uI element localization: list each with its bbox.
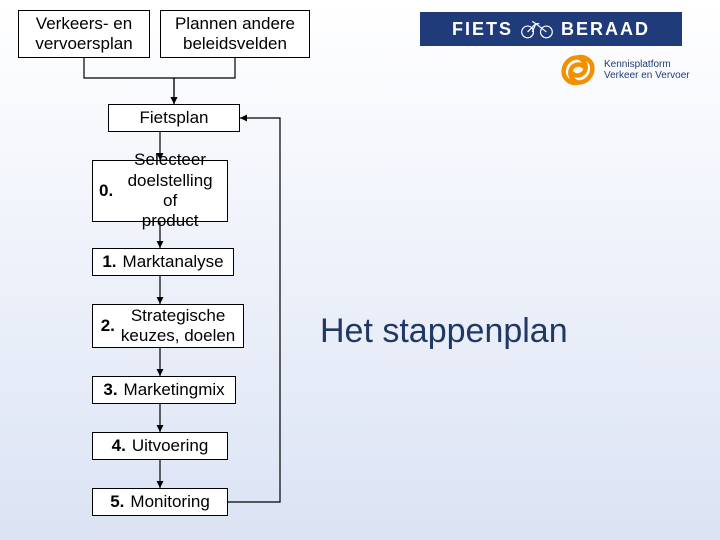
box-verkeer-label: Verkeers- envervoersplan	[35, 14, 132, 55]
logo-kp-line1: Kennisplatform	[604, 59, 690, 70]
box-fietsplan-label: Fietsplan	[140, 108, 209, 128]
step3-label: Marketingmix	[124, 380, 225, 400]
step4-num: 4.	[112, 436, 126, 456]
page-title: Het stappenplan	[320, 312, 568, 351]
logo-fietsberaad: FIETS BERAAD	[420, 12, 682, 46]
step0-label: Selecteerdoelstelling ofproduct	[119, 150, 221, 232]
step3-num: 3.	[103, 380, 117, 400]
box-fietsplan: Fietsplan	[108, 104, 240, 132]
box-step4: 4. Uitvoering	[92, 432, 228, 460]
step2-label: Strategischekeuzes, doelen	[121, 306, 235, 347]
box-step0: 0. Selecteerdoelstelling ofproduct	[92, 160, 228, 222]
swirl-icon	[560, 52, 596, 88]
box-step3: 3. Marketingmix	[92, 376, 236, 404]
logo-kp-text: Kennisplatform Verkeer en Vervoer	[604, 59, 690, 81]
step2-num: 2.	[101, 316, 115, 336]
step1-num: 1.	[102, 252, 116, 272]
step0-num: 0.	[99, 181, 113, 201]
box-step2: 2. Strategischekeuzes, doelen	[92, 304, 244, 348]
logo-fb-left: FIETS	[452, 19, 513, 40]
bicycle-icon	[519, 19, 555, 39]
step4-label: Uitvoering	[132, 436, 209, 456]
box-step5: 5. Monitoring	[92, 488, 228, 516]
step5-label: Monitoring	[130, 492, 209, 512]
box-step1: 1. Marktanalyse	[92, 248, 234, 276]
box-plannen-label: Plannen anderebeleidsvelden	[175, 14, 295, 55]
logo-kennisplatform: Kennisplatform Verkeer en Vervoer	[560, 52, 690, 88]
box-verkeer: Verkeers- envervoersplan	[18, 10, 150, 58]
logo-kp-line2: Verkeer en Vervoer	[604, 70, 690, 81]
step5-num: 5.	[110, 492, 124, 512]
step1-label: Marktanalyse	[123, 252, 224, 272]
logo-fb-right: BERAAD	[561, 19, 650, 40]
box-plannen: Plannen anderebeleidsvelden	[160, 10, 310, 58]
